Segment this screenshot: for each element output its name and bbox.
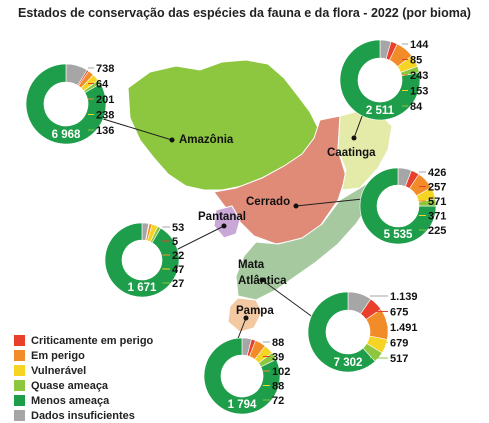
cerrado-dot (293, 203, 299, 209)
caatinga-name: Caatinga (327, 147, 376, 159)
legend-label: Vulnerável (31, 364, 87, 377)
legend-item-endangered: Em perigo (14, 348, 153, 363)
region-dots (169, 135, 357, 321)
region-names: Amazônia Caatinga Cerrado Pantanal Mata … (179, 134, 376, 317)
value-label-critically-endangered: 85 (410, 55, 422, 67)
pampa-region (227, 297, 263, 333)
value-label-near-threatened: 27 (172, 278, 184, 290)
value-label-near-threatened: 136 (96, 125, 114, 137)
mata-leader (261, 279, 315, 319)
value-label-vulnerable: 238 (96, 110, 114, 122)
legend-item-data-deficient: Dados insuficientes (14, 408, 153, 423)
value-label-vulnerable: 88 (272, 381, 284, 393)
amazonia-dot (169, 137, 175, 143)
value-label-critically-endangered: 64 (96, 79, 109, 91)
legend: Criticamente em perigo Em perigo Vulnerá… (14, 333, 153, 423)
value-label-near-threatened: 84 (410, 101, 423, 113)
caatinga-dot (351, 135, 357, 141)
least-concern-count: 6 968 (52, 129, 81, 141)
caatinga-donut: 2 511 144 85 243 153 84 (339, 39, 429, 121)
donut-hole (358, 58, 402, 102)
mata-atlantica-dot (259, 277, 265, 283)
donut-hole (377, 185, 419, 227)
legend-swatch (14, 350, 25, 361)
pampa-dot (243, 315, 249, 321)
value-label-vulnerable: 679 (390, 338, 408, 350)
value-label-endangered: 1.491 (390, 322, 418, 334)
amazonia-donut: 6 968 738 64 201 238 136 (25, 63, 114, 145)
legend-item-vulnerable: Vulnerável (14, 363, 153, 378)
value-label-critically-endangered: 5 (172, 236, 178, 248)
donut-hole (326, 310, 370, 354)
legend-label: Dados insuficientes (31, 409, 135, 422)
legend-item-least-concern: Menos ameaça (14, 393, 153, 408)
legend-label: Criticamente em perigo (31, 334, 154, 347)
donut-hole (122, 240, 162, 280)
legend-swatch (14, 395, 25, 406)
value-label-data-deficient: 426 (428, 167, 446, 179)
value-label-endangered: 22 (172, 250, 184, 262)
cerrado-leader (295, 197, 373, 207)
least-concern-count: 1 794 (228, 399, 257, 411)
donut-hole (221, 355, 263, 397)
value-label-near-threatened: 225 (428, 225, 446, 237)
pantanal-region (213, 205, 241, 239)
value-label-endangered: 201 (96, 94, 114, 106)
mata-atlantica-name-line1: Mata (238, 259, 265, 271)
legend-label: Em perigo (31, 349, 85, 362)
value-label-critically-endangered: 257 (428, 182, 446, 194)
least-concern-count: 2 511 (366, 105, 395, 117)
pantanal-name: Pantanal (198, 211, 246, 223)
legend-item-critically-endangered: Criticamente em perigo (14, 333, 153, 348)
legend-item-near-threatened: Quase ameaça (14, 378, 153, 393)
legend-swatch (14, 365, 25, 376)
least-concern-count: 7 302 (334, 357, 363, 369)
value-label-critically-endangered: 39 (272, 352, 284, 364)
mata-atlantica-donut: 7 302 1.139 675 1.491 679 517 (307, 291, 418, 373)
amazonia-name: Amazônia (179, 134, 234, 146)
biome-regions (127, 59, 393, 333)
legend-swatch (14, 380, 25, 391)
legend-label: Quase ameaça (31, 379, 109, 392)
cerrado-donut: 5 535 426 257 571 371 225 (359, 167, 446, 245)
caatinga-slice-least-concern (339, 39, 421, 121)
value-label-endangered: 102 (272, 366, 290, 378)
mata-atlantica-name-line2: Atlântica (238, 275, 287, 287)
mata-atlantica-region (235, 174, 379, 301)
pantanal-donut: 1 671 53 5 22 47 27 (104, 222, 184, 298)
value-label-near-threatened: 517 (390, 353, 408, 365)
donut-hole (44, 82, 88, 126)
pampa-donut: 1 794 88 39 102 88 72 (203, 337, 290, 415)
amazonia-leader (99, 117, 173, 141)
value-label-data-deficient: 1.139 (390, 291, 418, 303)
cerrado-name: Cerrado (246, 196, 290, 208)
legend-swatch (14, 335, 25, 346)
value-label-near-threatened: 72 (272, 395, 284, 407)
value-label-vulnerable: 371 (428, 211, 446, 223)
value-label-data-deficient: 738 (96, 63, 114, 75)
cerrado-region (213, 115, 347, 245)
pantanal-dot (221, 223, 227, 229)
value-label-data-deficient: 53 (172, 222, 184, 234)
value-label-endangered: 243 (410, 70, 428, 82)
pampa-name: Pampa (236, 305, 274, 317)
least-concern-count: 5 535 (384, 229, 413, 241)
value-label-vulnerable: 153 (410, 86, 428, 98)
value-label-data-deficient: 144 (410, 39, 429, 51)
legend-swatch (14, 410, 25, 421)
value-label-critically-endangered: 675 (390, 307, 408, 319)
value-label-endangered: 571 (428, 196, 446, 208)
figure-title: Estados de conservação das espécies da f… (18, 6, 471, 20)
legend-label: Menos ameaça (31, 394, 110, 407)
value-label-vulnerable: 47 (172, 264, 184, 276)
least-concern-count: 1 671 (128, 282, 157, 294)
value-label-data-deficient: 88 (272, 337, 284, 349)
